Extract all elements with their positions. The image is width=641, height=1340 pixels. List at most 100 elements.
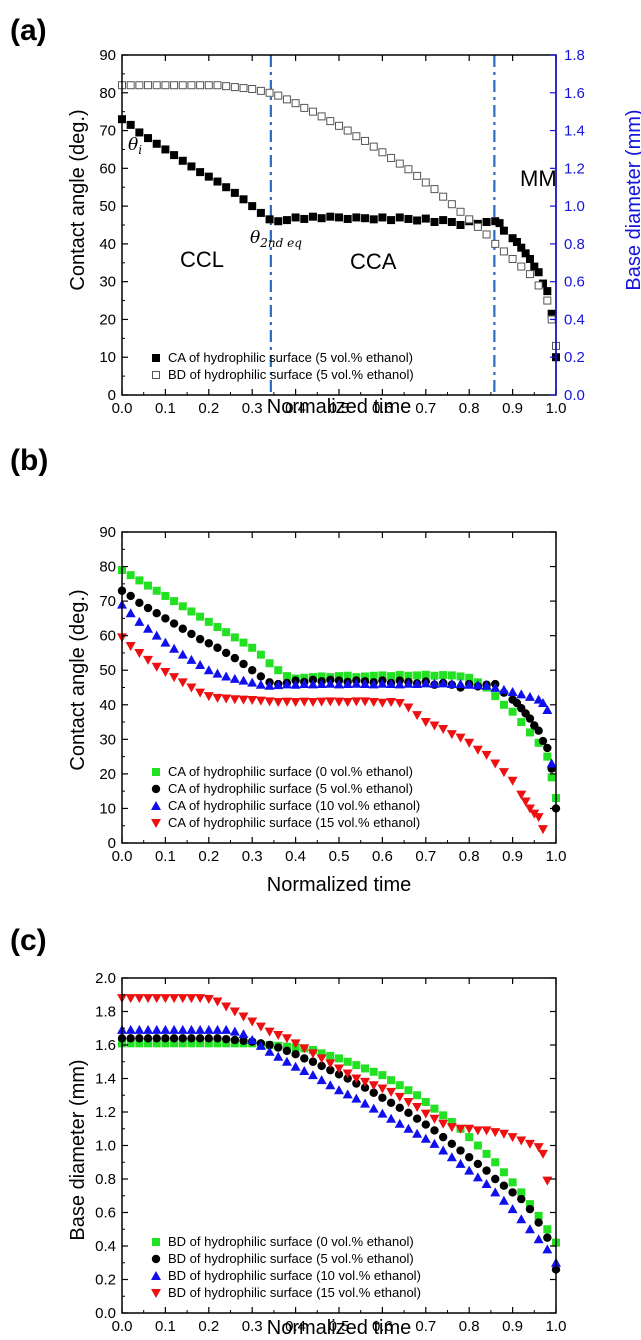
data-point (213, 1034, 222, 1043)
y-tick-label: 0.8 (95, 1171, 116, 1188)
x-tick-label: 0.2 (198, 1318, 219, 1335)
y-tick-label: 30 (99, 274, 116, 291)
data-point (472, 680, 483, 690)
data-point (499, 226, 508, 235)
panel-a-plot-area (118, 81, 560, 362)
y2-tick-label: 0.8 (564, 236, 585, 253)
data-point (230, 188, 239, 197)
y-tick-label: 1.2 (95, 1104, 116, 1121)
data-point (152, 139, 161, 148)
y2-tick-label: 1.4 (564, 123, 585, 140)
data-point (465, 215, 474, 224)
data-point (134, 1024, 145, 1034)
data-point (178, 1039, 187, 1048)
series-1-markers (118, 115, 560, 362)
data-point (343, 671, 352, 680)
series-4-markers (117, 994, 553, 1186)
panel-c-x-ticks: 0.0 0.1 0.2 0.3 0.4 0.5 0.6 0.7 0.8 0.9 1.0 (112, 978, 566, 1335)
series-2-markers (117, 1034, 561, 1274)
data-point (291, 213, 300, 222)
data-point (264, 1027, 275, 1037)
x-tick-label: 0.6 (372, 1318, 393, 1335)
y-tick-label: 80 (99, 85, 116, 102)
data-point (404, 1086, 413, 1095)
data-point (222, 183, 231, 192)
y-tick-label: 1.6 (95, 1037, 116, 1054)
data-point (299, 1065, 310, 1075)
data-point (195, 1034, 205, 1043)
data-point (377, 698, 388, 708)
y-tick-label: 10 (99, 349, 116, 366)
y2-tick-label: 1.2 (564, 160, 585, 177)
data-point (403, 678, 414, 688)
data-point (465, 673, 474, 682)
data-point (395, 159, 404, 168)
data-point (143, 994, 154, 1004)
panel-b-x-ticks: 0.0 0.1 0.2 0.3 0.4 0.5 0.6 0.7 0.8 0.9 1.0 (112, 532, 566, 865)
data-point (495, 219, 504, 228)
data-point (334, 1085, 344, 1095)
data-point (547, 309, 556, 318)
data-point (161, 1039, 170, 1048)
data-point (326, 117, 335, 126)
data-point (507, 1133, 518, 1143)
y-tick-label: 60 (99, 160, 116, 177)
panel-b-y-axis-title: Contact angle (deg.) (67, 589, 89, 770)
data-point (508, 234, 517, 243)
data-point (413, 171, 422, 180)
data-point (238, 675, 249, 685)
data-point (239, 1036, 248, 1046)
data-point (247, 1034, 258, 1044)
data-point (481, 1126, 492, 1136)
data-point (491, 1158, 500, 1167)
data-point (213, 1039, 222, 1048)
x-tick-label: 0.4 (285, 848, 306, 865)
data-point (472, 1172, 483, 1182)
data-point (170, 1039, 179, 1048)
data-point (334, 697, 344, 707)
data-point (395, 1081, 404, 1090)
data-point (290, 679, 301, 689)
data-point (239, 84, 248, 93)
y-tick-label: 0.0 (95, 1305, 116, 1322)
data-point (195, 688, 206, 698)
data-point (538, 736, 548, 746)
data-point (534, 281, 543, 290)
panel-b-plot-area (117, 566, 561, 835)
data-point (135, 1039, 144, 1048)
data-point (264, 697, 275, 707)
y-tick-label: 80 (99, 559, 116, 576)
data-point (169, 673, 180, 683)
data-point (144, 134, 153, 143)
data-point (247, 695, 258, 705)
data-point (378, 213, 387, 222)
data-point (187, 607, 196, 616)
data-point (151, 662, 162, 672)
data-point (186, 1024, 197, 1034)
y-tick-label: 50 (99, 662, 116, 679)
x-tick-label: 0.7 (415, 1318, 436, 1335)
y2-tick-label: 1.0 (564, 198, 585, 215)
data-point (169, 1024, 180, 1034)
data-point (512, 238, 521, 246)
data-point (221, 1002, 232, 1012)
data-point (316, 697, 327, 707)
region-label-mm: MM (520, 166, 557, 191)
panel-a-y2-axis-title: Base diameter (mm) (623, 109, 641, 290)
data-point (456, 207, 465, 216)
data-point (326, 1065, 335, 1075)
data-point (490, 1187, 501, 1197)
data-point (394, 1092, 405, 1102)
data-point (135, 598, 144, 608)
panel-a: (a) 0.0 0.1 0.2 0.3 0.4 0.5 0.6 0.7 0.8 0.9 1.0 0 1… (10, 14, 641, 418)
data-point (361, 214, 370, 223)
data-point (516, 1214, 527, 1224)
data-point (342, 698, 353, 708)
data-point (534, 1218, 543, 1227)
data-point (343, 1074, 352, 1083)
data-point (343, 126, 352, 135)
legend-label: BD of hydrophilic surface (5 vol.% ethan… (168, 1251, 414, 1266)
data-point (143, 655, 154, 665)
data-point (491, 692, 500, 701)
x-tick-label: 0.8 (459, 400, 480, 417)
